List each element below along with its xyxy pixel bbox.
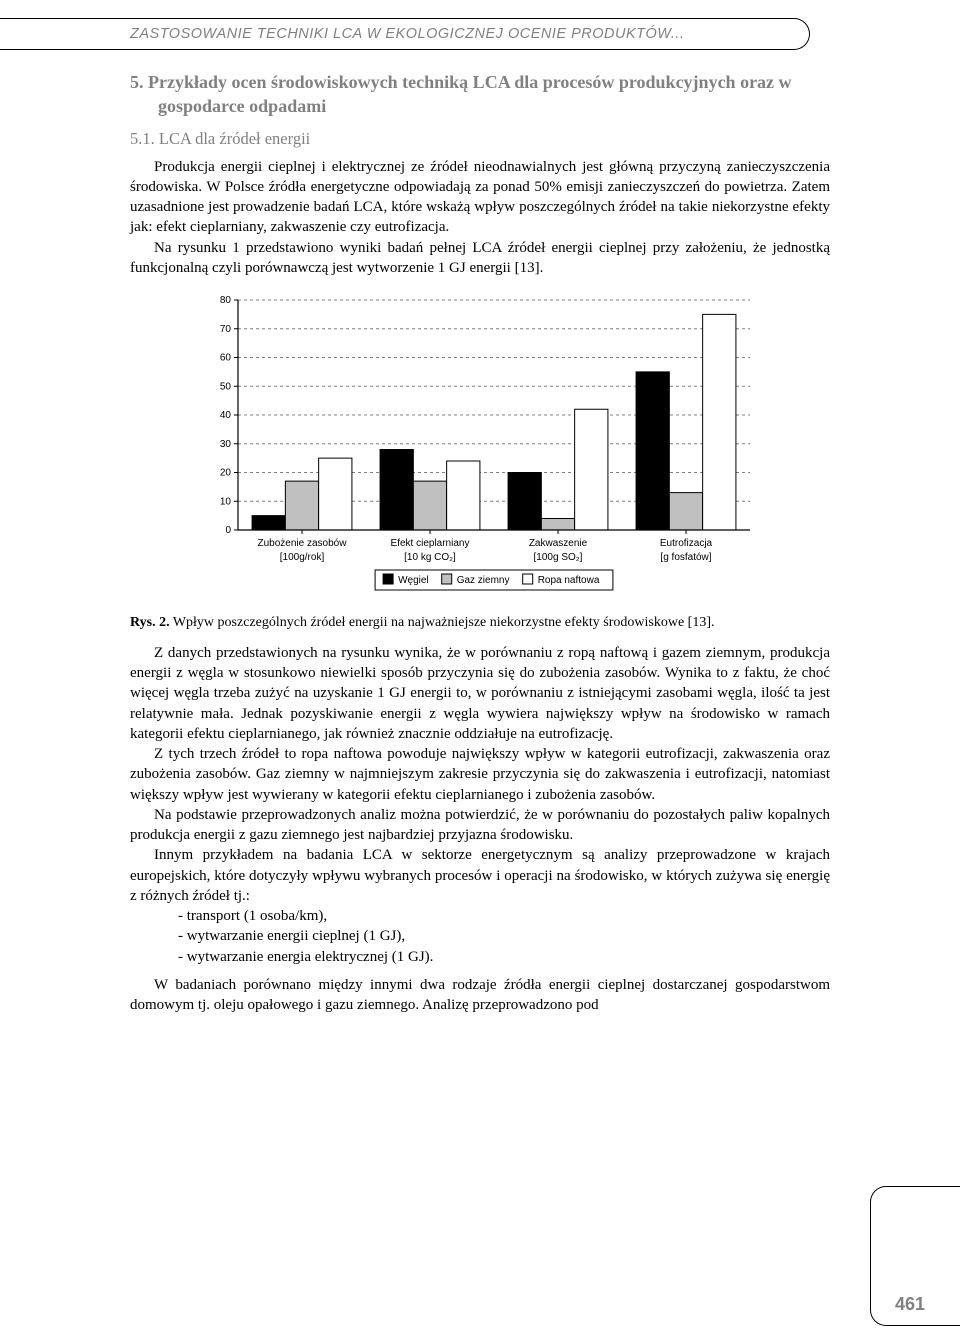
content-column: 5. Przykłady ocen środowiskowych technik… [130, 70, 830, 1015]
figure-caption-text: Wpływ poszczególnych źródeł energii na n… [173, 615, 715, 630]
svg-text:60: 60 [220, 353, 232, 364]
section-number: 5. [130, 72, 144, 92]
svg-text:70: 70 [220, 324, 232, 335]
section-title-text: Przykłady ocen środowiskowych techniką L… [148, 72, 792, 116]
svg-text:[10 kg CO₂]: [10 kg CO₂] [404, 552, 456, 563]
svg-text:20: 20 [220, 468, 232, 479]
svg-text:Ropa naftowa: Ropa naftowa [538, 575, 600, 586]
svg-text:Gaz ziemny: Gaz ziemny [457, 575, 510, 586]
section-heading: 5. Przykłady ocen środowiskowych technik… [130, 70, 830, 119]
paragraph: Produkcja energii cieplnej i elektryczne… [130, 157, 830, 238]
paragraph: Innym przykładem na badania LCA w sektor… [130, 845, 830, 906]
svg-text:10: 10 [220, 496, 232, 507]
figure-label: Rys. 2. [130, 615, 170, 630]
svg-text:80: 80 [220, 295, 232, 306]
paragraph: Z danych przedstawionych na rysunku wyni… [130, 643, 830, 744]
page-number-tab: 461 [870, 1186, 960, 1326]
svg-text:50: 50 [220, 381, 232, 392]
subsection-heading: 5.1. LCA dla źródeł energii [130, 129, 830, 149]
paragraph: W badaniach porównano między innymi dwa … [130, 975, 830, 1016]
bar-chart: 0 10 20 30 40 50 60 70 80 Zubożenie zasobów [100g/… [200, 292, 760, 598]
svg-text:Zubożenie zasobów: Zubożenie zasobów [258, 538, 348, 549]
subsection-number: 5.1. [130, 129, 155, 148]
bullet-list: - transport (1 osoba/km), - wytwarzanie … [178, 906, 830, 967]
figure-caption: Rys. 2. Wpływ poszczególnych źródeł ener… [130, 614, 830, 633]
subsection-title-text: LCA dla źródeł energii [159, 129, 310, 148]
paragraph: Na rysunku 1 przedstawiono wyniki badań … [130, 238, 830, 279]
svg-text:Eutrofizacja: Eutrofizacja [660, 538, 713, 549]
page-number: 461 [895, 1294, 925, 1315]
svg-text:Efekt cieplarniany: Efekt cieplarniany [391, 538, 470, 549]
paragraph: Na podstawie przeprowadzonych analiz moż… [130, 805, 830, 846]
list-item: - wytwarzanie energia elektrycznej (1 GJ… [178, 947, 830, 967]
svg-text:Węgiel: Węgiel [398, 575, 429, 586]
svg-text:Zakwaszenie: Zakwaszenie [529, 538, 588, 549]
page-header-tab: ZASTOSOWANIE TECHNIKI LCA W EKOLOGICZNEJ… [0, 18, 810, 50]
svg-text:[100g/rok]: [100g/rok] [280, 552, 325, 563]
figure-chart: 0 10 20 30 40 50 60 70 80 Zubożenie zasobów [100g/… [200, 292, 760, 598]
list-item: - wytwarzanie energii cieplnej (1 GJ), [178, 926, 830, 946]
svg-text:30: 30 [220, 439, 232, 450]
list-item: - transport (1 osoba/km), [178, 906, 830, 926]
svg-text:[100g SO₂]: [100g SO₂] [534, 552, 583, 563]
page-header-title: ZASTOSOWANIE TECHNIKI LCA W EKOLOGICZNEJ… [130, 26, 684, 42]
svg-text:40: 40 [220, 410, 232, 421]
svg-text:[g fosfatów]: [g fosfatów] [660, 552, 711, 563]
paragraph: Z tych trzech źródeł to ropa naftowa pow… [130, 744, 830, 805]
svg-text:0: 0 [225, 525, 231, 536]
